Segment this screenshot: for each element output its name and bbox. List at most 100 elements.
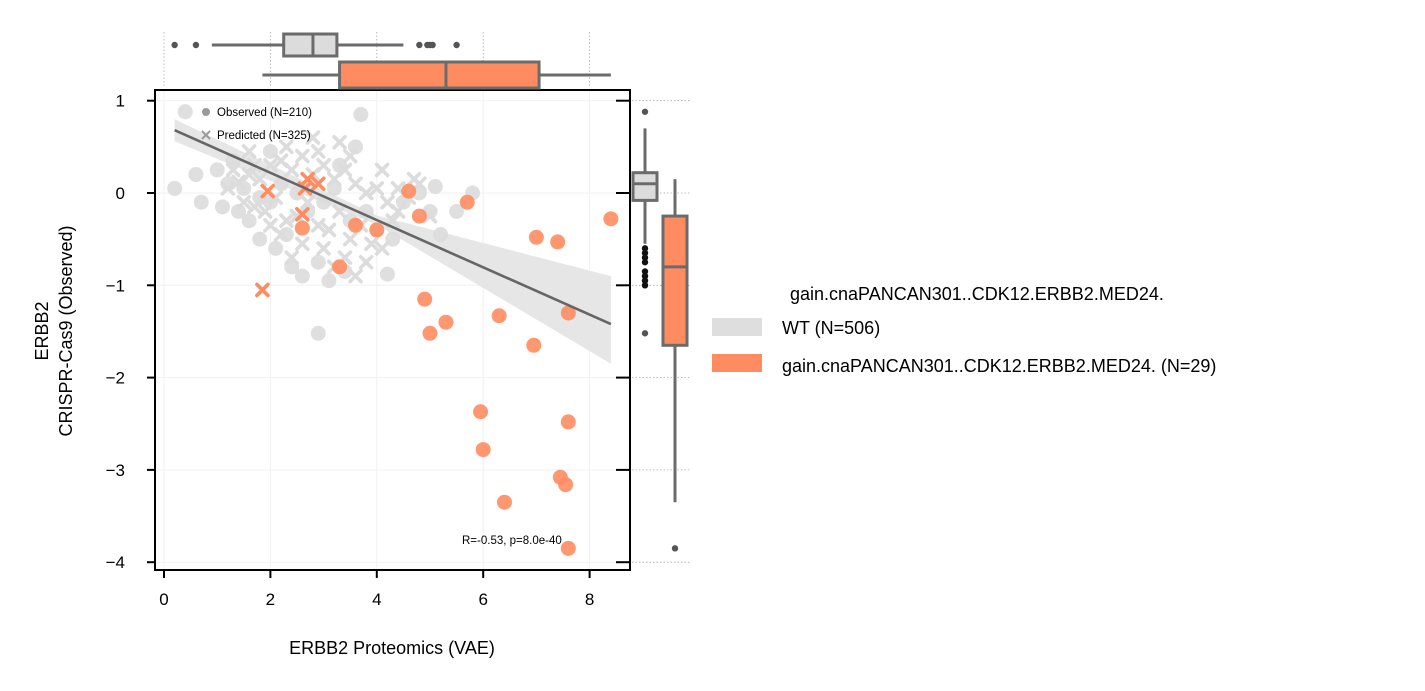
point-wt-predicted bbox=[310, 218, 326, 233]
top-box-outlier bbox=[429, 41, 436, 49]
y-tick-label: 0 bbox=[116, 184, 125, 203]
point-wt-observed bbox=[310, 325, 326, 341]
right-box-outlier bbox=[641, 330, 649, 337]
point-wt-observed bbox=[348, 139, 364, 155]
y-tick-label: −4 bbox=[106, 553, 125, 572]
right-box-outlier bbox=[641, 259, 649, 266]
point-wt-observed bbox=[241, 213, 257, 229]
right-box-outlier bbox=[671, 545, 679, 552]
point-gain-observed bbox=[560, 540, 576, 556]
legend-title: gain.cnaPANCAN301..CDK12.ERBB2.MED24. bbox=[790, 284, 1164, 304]
point-wt-observed bbox=[358, 203, 374, 219]
regression-line bbox=[174, 129, 612, 326]
point-wt-predicted bbox=[241, 144, 257, 159]
right-box-outlier bbox=[641, 254, 649, 261]
marker-legend-observed: Observed (N=210) bbox=[217, 107, 312, 119]
point-gain-observed bbox=[558, 477, 574, 493]
point-wt-observed bbox=[193, 194, 209, 210]
marker-legend-predicted: Predicted (N=325) bbox=[217, 130, 311, 142]
point-wt-observed bbox=[209, 162, 225, 178]
point-wt-observed bbox=[433, 227, 449, 243]
legend-label-gain: gain.cnaPANCAN301..CDK12.ERBB2.MED24. (N… bbox=[782, 356, 1216, 376]
right-box-outlier bbox=[641, 272, 649, 280]
point-wt-predicted bbox=[374, 162, 390, 178]
point-wt-observed bbox=[385, 231, 401, 247]
x-tick-label: 0 bbox=[159, 590, 168, 609]
point-wt-predicted bbox=[295, 148, 310, 164]
right-box-outlier bbox=[641, 268, 649, 275]
point-wt-observed bbox=[321, 273, 337, 289]
point-wt-observed bbox=[215, 199, 231, 215]
point-wt-predicted bbox=[332, 204, 347, 219]
legend-label-wt: WT (N=506) bbox=[782, 318, 880, 338]
point-gain-observed bbox=[401, 183, 417, 199]
point-gain-observed bbox=[550, 234, 566, 250]
point-wt-observed bbox=[188, 167, 204, 183]
point-wt-observed bbox=[353, 107, 369, 123]
top-box-body bbox=[282, 32, 339, 58]
point-wt-predicted bbox=[374, 241, 390, 256]
top-box-outlier bbox=[171, 41, 178, 49]
point-wt-predicted bbox=[316, 241, 331, 256]
marker-legend-observed-symbol bbox=[202, 108, 210, 116]
point-wt-predicted bbox=[342, 231, 358, 247]
point-gain-predicted bbox=[295, 206, 310, 222]
point-gain-observed bbox=[560, 414, 576, 430]
axes-layer: 0 2 4 6 810−1−2−3−4 bbox=[106, 89, 631, 609]
point-wt-predicted bbox=[358, 254, 374, 270]
x-axis-title: ERBB2 Proteomics (VAE) bbox=[289, 638, 495, 658]
point-gain-predicted bbox=[260, 183, 276, 199]
point-gain-observed bbox=[459, 194, 475, 210]
point-wt-observed bbox=[289, 185, 305, 201]
point-wt-observed bbox=[220, 176, 236, 192]
top-box-outlier bbox=[453, 41, 460, 49]
point-wt-observed bbox=[332, 157, 348, 173]
right-box-outlier bbox=[641, 282, 649, 289]
point-gain-observed bbox=[475, 442, 491, 458]
right-box-body bbox=[631, 171, 659, 202]
point-wt-predicted bbox=[310, 144, 326, 159]
point-wt-observed bbox=[427, 179, 443, 195]
point-gain-observed bbox=[496, 494, 512, 510]
right-boxplot-layer bbox=[631, 108, 689, 552]
point-wt-observed bbox=[379, 266, 395, 282]
point-gain-observed bbox=[422, 325, 438, 341]
y-tick-label: −1 bbox=[106, 276, 125, 295]
point-wt-predicted bbox=[305, 130, 321, 145]
point-wt-observed bbox=[262, 194, 278, 210]
point-wt-observed bbox=[236, 180, 252, 196]
top-box-outlier bbox=[192, 41, 200, 49]
point-wt-predicted bbox=[321, 222, 337, 238]
x-tick-label: 6 bbox=[478, 590, 487, 609]
point-wt-observed bbox=[230, 203, 246, 219]
point-wt-observed bbox=[262, 143, 278, 159]
y-axis-title-line1: ERBB2 bbox=[32, 301, 52, 360]
right-box-body bbox=[661, 214, 689, 347]
point-gain-predicted bbox=[255, 282, 270, 298]
right-box-outlier bbox=[641, 108, 649, 115]
point-wt-predicted bbox=[279, 139, 294, 155]
correlation-annotation: R=-0.53, p=8.0e-40 bbox=[462, 535, 562, 547]
point-wt-predicted bbox=[241, 167, 257, 182]
point-gain-observed bbox=[526, 337, 542, 353]
y-axis-title-line2: CRISPR-Cas9 (Observed) bbox=[56, 225, 76, 436]
right-box-outlier bbox=[641, 245, 649, 252]
point-wt-observed bbox=[268, 240, 284, 256]
point-gain-observed bbox=[294, 220, 310, 236]
point-wt-observed bbox=[326, 180, 342, 196]
point-wt-predicted bbox=[406, 171, 422, 187]
legend-swatch-gain bbox=[712, 354, 762, 372]
point-wt-observed bbox=[284, 259, 300, 275]
point-gain-observed bbox=[332, 259, 348, 275]
point-wt-predicted bbox=[295, 236, 310, 252]
point-wt-observed bbox=[167, 180, 183, 196]
point-wt-predicted bbox=[358, 185, 374, 201]
point-gain-observed bbox=[528, 229, 544, 245]
regression-layer bbox=[174, 129, 612, 326]
point-gain-observed bbox=[491, 308, 507, 324]
point-wt-observed bbox=[449, 203, 465, 219]
point-gain-observed bbox=[603, 211, 619, 227]
point-wt-predicted bbox=[316, 158, 331, 173]
point-gain-observed bbox=[369, 222, 385, 238]
